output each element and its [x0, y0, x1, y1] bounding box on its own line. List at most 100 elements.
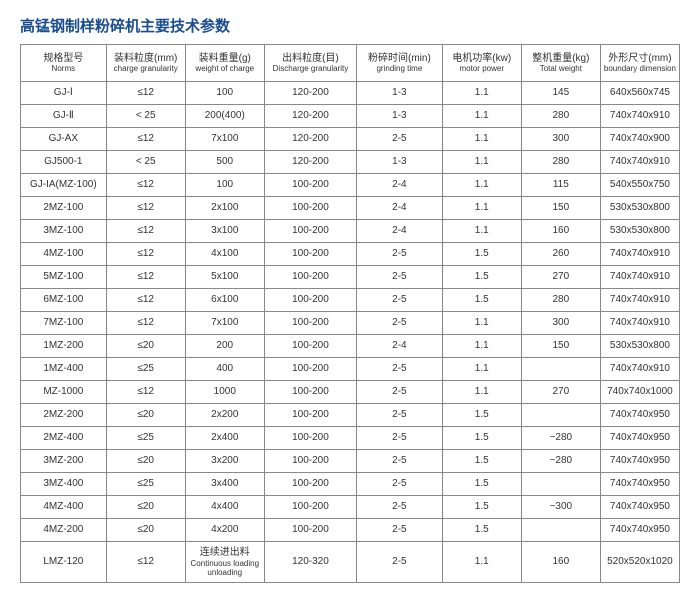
cell: ≤12 [106, 220, 185, 243]
cell: 120-200 [264, 105, 356, 128]
cell: ≤25 [106, 427, 185, 450]
cell: 2-4 [357, 174, 443, 197]
cell: 1.5 [442, 289, 521, 312]
col-header-1: 装料粒度(mm)charge granularity [106, 45, 185, 82]
cell: 1MZ-400 [21, 358, 107, 381]
table-row: GJ-Ⅱ< 25200(400)120-2001-31.1280740x740x… [21, 105, 680, 128]
cell: 1.5 [442, 427, 521, 450]
cell: 100-200 [264, 266, 356, 289]
cell: 740x740x910 [600, 358, 679, 381]
cell: 1-3 [357, 151, 443, 174]
table-row: LMZ-120≤12连续进出料Continuous loading unload… [21, 542, 680, 583]
table-row: 2MZ-400≤252x400100-2002-51.5~280740x740x… [21, 427, 680, 450]
table-head: 规格型号Norms装料粒度(mm)charge granularity装料重量(… [21, 45, 680, 82]
table-row: 1MZ-400≤25400100-2002-51.1740x740x910 [21, 358, 680, 381]
cell: 400 [185, 358, 264, 381]
cell: 530x530x800 [600, 220, 679, 243]
cell: 530x530x800 [600, 197, 679, 220]
cell: 100-200 [264, 220, 356, 243]
spec-table: 规格型号Norms装料粒度(mm)charge granularity装料重量(… [20, 44, 680, 583]
cell: LMZ-120 [21, 542, 107, 583]
table-row: 4MZ-100≤124x100100-2002-51.5260740x740x9… [21, 243, 680, 266]
cell: 640x560x745 [600, 82, 679, 105]
cell: 120-200 [264, 82, 356, 105]
cell: 1MZ-200 [21, 335, 107, 358]
cell: 1.5 [442, 519, 521, 542]
col-header-0: 规格型号Norms [21, 45, 107, 82]
cell: 100-200 [264, 519, 356, 542]
cell: 160 [521, 542, 600, 583]
cell: 115 [521, 174, 600, 197]
cell [521, 358, 600, 381]
cell: ≤12 [106, 266, 185, 289]
cell: 100-200 [264, 381, 356, 404]
col-header-5: 电机功率(kw)motor power [442, 45, 521, 82]
cell: 520x520x1020 [600, 542, 679, 583]
cell: 2-4 [357, 220, 443, 243]
cell: 2-5 [357, 243, 443, 266]
cell: 2MZ-400 [21, 427, 107, 450]
cell: 200(400) [185, 105, 264, 128]
cell: 100-200 [264, 473, 356, 496]
cell: 4x100 [185, 243, 264, 266]
cell: 1.1 [442, 220, 521, 243]
cell: 4x200 [185, 519, 264, 542]
cell: 5MZ-100 [21, 266, 107, 289]
cell: 4MZ-200 [21, 519, 107, 542]
cell: 1.5 [442, 266, 521, 289]
cell: 280 [521, 289, 600, 312]
cell: 2-5 [357, 128, 443, 151]
cell: 2-5 [357, 312, 443, 335]
cell: 1.5 [442, 450, 521, 473]
table-row: 6MZ-100≤126x100100-2002-51.5280740x740x9… [21, 289, 680, 312]
table-row: 5MZ-100≤125x100100-2002-51.5270740x740x9… [21, 266, 680, 289]
cell [521, 473, 600, 496]
cell: 7x100 [185, 312, 264, 335]
cell: ≤20 [106, 335, 185, 358]
cell: 100-200 [264, 243, 356, 266]
cell: ≤20 [106, 496, 185, 519]
cell: 1.5 [442, 496, 521, 519]
cell: 2-5 [357, 542, 443, 583]
cell: GJ500-1 [21, 151, 107, 174]
cell: 145 [521, 82, 600, 105]
cell: 1.1 [442, 335, 521, 358]
cell: ≤25 [106, 358, 185, 381]
cell: 4MZ-400 [21, 496, 107, 519]
cell: ≤12 [106, 312, 185, 335]
col-header-2: 装料重量(g)weight of charge [185, 45, 264, 82]
cell: ≤12 [106, 289, 185, 312]
cell: 5x100 [185, 266, 264, 289]
table-row: 1MZ-200≤20200100-2002-41.1150530x530x800 [21, 335, 680, 358]
cell: 740x740x950 [600, 473, 679, 496]
cell: 100-200 [264, 358, 356, 381]
cell: 1.1 [442, 174, 521, 197]
cell: 2-5 [357, 473, 443, 496]
cell: 100-200 [264, 450, 356, 473]
cell: 3x400 [185, 473, 264, 496]
cell: 150 [521, 197, 600, 220]
cell: 740x740x910 [600, 105, 679, 128]
cell: GJ-AX [21, 128, 107, 151]
cell: 150 [521, 335, 600, 358]
cell: 100 [185, 174, 264, 197]
cell: 280 [521, 151, 600, 174]
table-row: 7MZ-100≤127x100100-2002-51.1300740x740x9… [21, 312, 680, 335]
cell: 100-200 [264, 335, 356, 358]
cell: 2MZ-100 [21, 197, 107, 220]
cell: 1.1 [442, 312, 521, 335]
cell: ≤12 [106, 381, 185, 404]
cell: 160 [521, 220, 600, 243]
cell: 1.1 [442, 82, 521, 105]
cell: 1.1 [442, 105, 521, 128]
cell: 1.1 [442, 151, 521, 174]
cell: 270 [521, 266, 600, 289]
cell: 3MZ-100 [21, 220, 107, 243]
cell: 740x740x900 [600, 128, 679, 151]
cell: ≤12 [106, 82, 185, 105]
cell: 120-200 [264, 151, 356, 174]
cell: 500 [185, 151, 264, 174]
cell: 1.5 [442, 404, 521, 427]
cell: 2-5 [357, 266, 443, 289]
cell: 1.1 [442, 358, 521, 381]
